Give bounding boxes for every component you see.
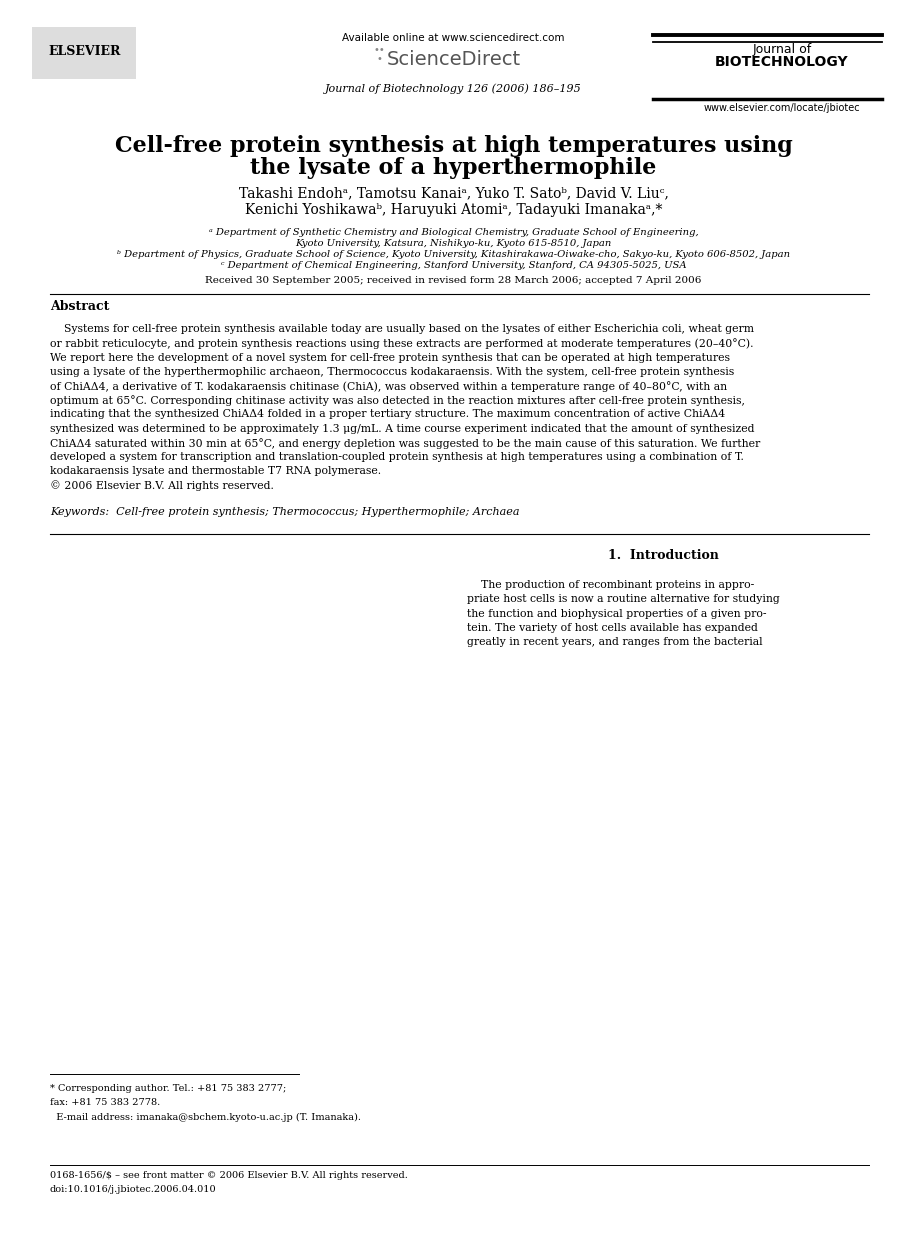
- Text: tein. The variety of host cells available has expanded: tein. The variety of host cells availabl…: [467, 623, 758, 633]
- Text: Systems for cell-free protein synthesis available today are usually based on the: Systems for cell-free protein synthesis …: [50, 324, 754, 334]
- Bar: [32, 27, 136, 79]
- Text: Kyoto University, Katsura, Nishikyo-ku, Kyoto 615-8510, Japan: Kyoto University, Katsura, Nishikyo-ku, …: [296, 239, 611, 249]
- Text: The production of recombinant proteins in appro-: The production of recombinant proteins i…: [467, 580, 755, 590]
- Text: BIOTECHNOLOGY: BIOTECHNOLOGY: [715, 54, 849, 69]
- Text: Takashi Endohᵃ, Tamotsu Kanaiᵃ, Yuko T. Satoᵇ, David V. Liuᶜ,: Takashi Endohᵃ, Tamotsu Kanaiᵃ, Yuko T. …: [239, 186, 668, 200]
- Text: 0168-1656/$ – see front matter © 2006 Elsevier B.V. All rights reserved.: 0168-1656/$ – see front matter © 2006 El…: [50, 1171, 408, 1180]
- Text: We report here the development of a novel system for cell-free protein synthesis: We report here the development of a nove…: [50, 353, 730, 362]
- Text: * Corresponding author. Tel.: +81 75 383 2777;: * Corresponding author. Tel.: +81 75 383…: [50, 1084, 286, 1092]
- Text: ChiAΔ4 saturated within 30 min at 65°C, and energy depletion was suggested to be: ChiAΔ4 saturated within 30 min at 65°C, …: [50, 438, 760, 449]
- Text: ᵇ Department of Physics, Graduate School of Science, Kyoto University, Kitashira: ᵇ Department of Physics, Graduate School…: [117, 250, 790, 260]
- Text: Received 30 September 2005; received in revised form 28 March 2006; accepted 7 A: Received 30 September 2005; received in …: [205, 276, 702, 286]
- Text: Available online at www.sciencedirect.com: Available online at www.sciencedirect.co…: [342, 33, 565, 43]
- Text: indicating that the synthesized ChiAΔ4 folded in a proper tertiary structure. Th: indicating that the synthesized ChiAΔ4 f…: [50, 409, 725, 419]
- Text: or rabbit reticulocyte, and protein synthesis reactions using these extracts are: or rabbit reticulocyte, and protein synt…: [50, 338, 754, 349]
- Text: E-mail address: imanaka@sbchem.kyoto-u.ac.jp (T. Imanaka).: E-mail address: imanaka@sbchem.kyoto-u.a…: [50, 1113, 361, 1122]
- Text: of ChiAΔ4, a derivative of T. kodakaraensis chitinase (ChiA), was observed withi: of ChiAΔ4, a derivative of T. kodakaraen…: [50, 381, 727, 392]
- Text: the lysate of a hyperthermophile: the lysate of a hyperthermophile: [250, 157, 657, 179]
- Text: Keywords:  Cell-free protein synthesis; Thermococcus; Hyperthermophile; Archaea: Keywords: Cell-free protein synthesis; T…: [50, 507, 520, 517]
- Text: doi:10.1016/j.jbiotec.2006.04.010: doi:10.1016/j.jbiotec.2006.04.010: [50, 1185, 217, 1194]
- Text: kodakaraensis lysate and thermostable T7 RNA polymerase.: kodakaraensis lysate and thermostable T7…: [50, 466, 381, 476]
- Text: ᶜ Department of Chemical Engineering, Stanford University, Stanford, CA 94305-50: ᶜ Department of Chemical Engineering, St…: [220, 261, 687, 271]
- Text: Abstract: Abstract: [50, 301, 109, 313]
- Text: Cell-free protein synthesis at high temperatures using: Cell-free protein synthesis at high temp…: [114, 135, 793, 157]
- Text: the function and biophysical properties of a given pro-: the function and biophysical properties …: [467, 609, 766, 618]
- Text: 1.  Introduction: 1. Introduction: [608, 549, 719, 563]
- Text: optimum at 65°C. Corresponding chitinase activity was also detected in the react: optimum at 65°C. Corresponding chitinase…: [50, 396, 745, 406]
- Text: ᵃ Department of Synthetic Chemistry and Biological Chemistry, Graduate School of: ᵃ Department of Synthetic Chemistry and …: [209, 228, 698, 238]
- Text: Journal of: Journal of: [752, 43, 812, 56]
- Text: ••
•: •• •: [374, 45, 385, 64]
- Text: using a lysate of the hyperthermophilic archaeon, Thermococcus kodakaraensis. Wi: using a lysate of the hyperthermophilic …: [50, 366, 734, 377]
- Text: fax: +81 75 383 2778.: fax: +81 75 383 2778.: [50, 1098, 161, 1107]
- Text: Journal of Biotechnology 126 (2006) 186–195: Journal of Biotechnology 126 (2006) 186–…: [325, 84, 582, 94]
- Text: Kenichi Yoshikawaᵇ, Haruyuki Atomiᵃ, Tadayuki Imanakaᵃ,*: Kenichi Yoshikawaᵇ, Haruyuki Atomiᵃ, Tad…: [245, 203, 662, 218]
- Text: ELSEVIER: ELSEVIER: [48, 46, 121, 58]
- Text: greatly in recent years, and ranges from the bacterial: greatly in recent years, and ranges from…: [467, 637, 763, 647]
- Text: www.elsevier.com/locate/jbiotec: www.elsevier.com/locate/jbiotec: [704, 103, 860, 113]
- Text: priate host cells is now a routine alternative for studying: priate host cells is now a routine alter…: [467, 595, 780, 605]
- Text: synthesized was determined to be approximately 1.3 μg/mL. A time course experime: synthesized was determined to be approxi…: [50, 423, 755, 434]
- Text: developed a system for transcription and translation-coupled protein synthesis a: developed a system for transcription and…: [50, 453, 744, 463]
- Text: © 2006 Elsevier B.V. All rights reserved.: © 2006 Elsevier B.V. All rights reserved…: [50, 481, 274, 491]
- Text: ScienceDirect: ScienceDirect: [386, 49, 521, 69]
